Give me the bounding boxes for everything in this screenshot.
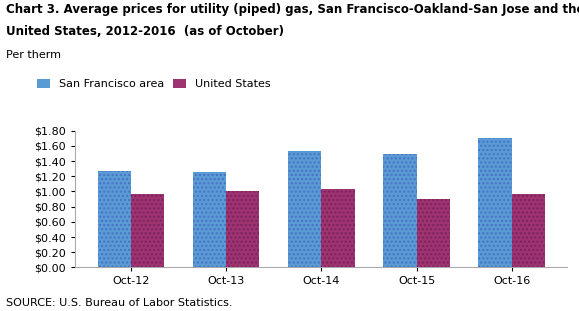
Text: SOURCE: U.S. Bureau of Labor Statistics.: SOURCE: U.S. Bureau of Labor Statistics. [6,298,232,308]
Text: United States, 2012-2016  (as of October): United States, 2012-2016 (as of October) [6,25,284,38]
Legend: San Francisco area, United States: San Francisco area, United States [36,79,271,89]
Bar [131,194,164,267]
Bar [226,192,259,267]
Bar [478,138,512,267]
Text: Chart 3. Average prices for utility (piped) gas, San Francisco-Oakland-San Jose : Chart 3. Average prices for utility (pip… [6,3,579,16]
Bar [193,172,226,267]
Bar [321,189,355,267]
Bar [288,151,321,267]
Text: Per therm: Per therm [6,50,61,60]
Bar [416,199,450,267]
Bar [98,171,131,267]
Bar [512,194,545,267]
Bar [383,154,416,267]
